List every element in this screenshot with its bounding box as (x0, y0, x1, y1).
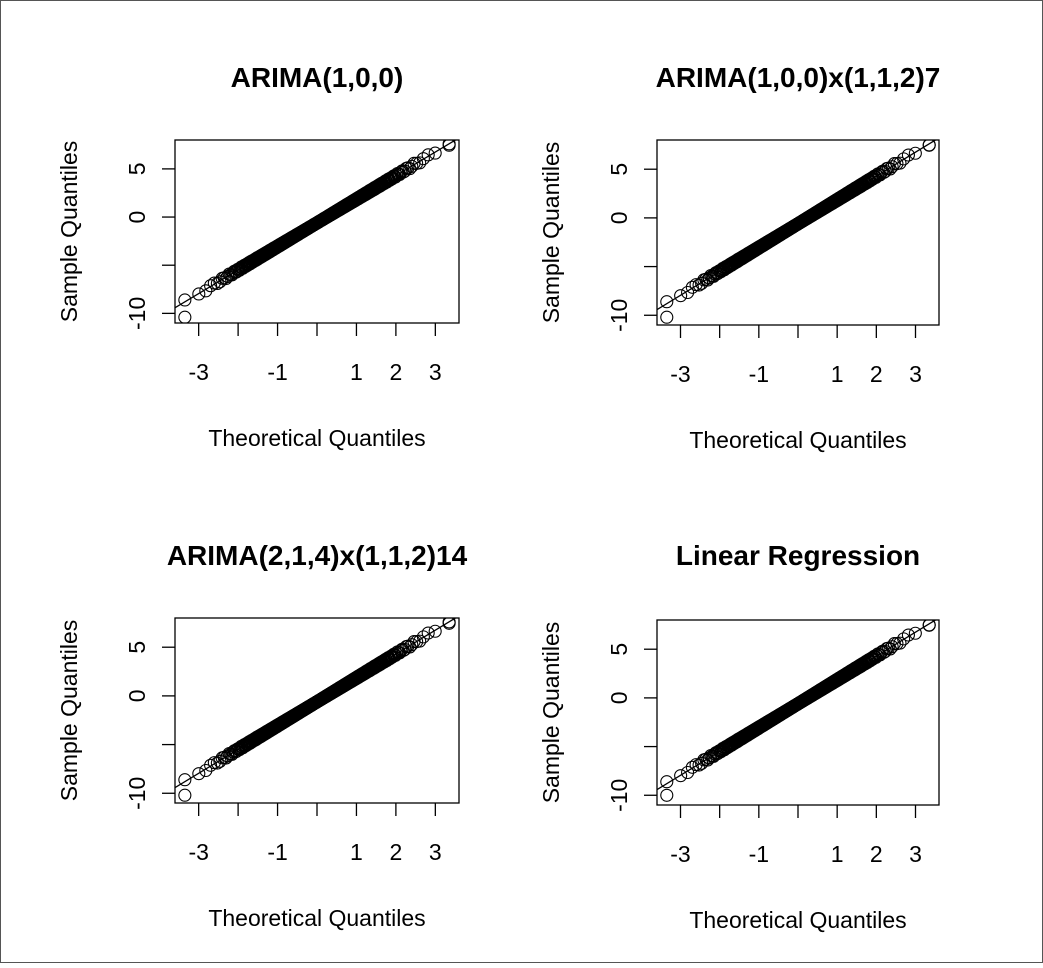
data-point (199, 763, 213, 778)
data-point (413, 156, 427, 170)
x-tick-label: 3 (429, 839, 442, 865)
data-point (685, 280, 699, 294)
y-tick-label: -10 (606, 299, 632, 332)
x-axis-label: Theoretical Quantiles (689, 427, 906, 453)
x-tick-label: -3 (670, 361, 690, 387)
data-point (192, 767, 206, 781)
x-tick-label: 2 (870, 841, 883, 867)
x-tick-label: -1 (749, 361, 769, 387)
qq-panel-1: ARIMA(1,0,0) -3 -1 1 2 3 -10 0 5 Theoretical Quan… (56, 62, 460, 451)
x-tick-label: 2 (870, 361, 883, 387)
chart-title: ARIMA(1,0,0) (231, 62, 404, 93)
y-axis-label: Sample Quantiles (538, 622, 564, 804)
data-point-extreme (660, 788, 674, 802)
data-point (204, 279, 218, 293)
data-point-extreme (922, 140, 936, 152)
y-tick-label: -10 (606, 779, 632, 812)
x-tick-label: -1 (749, 841, 769, 867)
x-tick-label: -1 (267, 359, 287, 385)
data-point-extreme (178, 788, 192, 802)
data-point (192, 287, 206, 301)
x-axis-label: Theoretical Quantiles (689, 907, 906, 933)
data-point (199, 284, 213, 298)
data-point (178, 293, 192, 307)
data-point (674, 769, 688, 783)
data-point (428, 624, 442, 638)
x-tick-label: 3 (909, 841, 922, 867)
x-tick-label: -3 (188, 839, 208, 865)
data-point (178, 773, 192, 787)
x-tick-label: 1 (831, 841, 844, 867)
x-axis-label: Theoretical Quantiles (208, 905, 425, 931)
y-tick-label: -10 (124, 297, 150, 330)
data-point (660, 295, 674, 309)
x-tick-label: 2 (389, 839, 402, 865)
x-tick-label: -1 (267, 839, 287, 865)
data-point-extreme (442, 618, 456, 629)
x-tick-label: 2 (389, 359, 402, 385)
data-point-extreme (178, 310, 192, 323)
data-point-extreme (660, 310, 674, 324)
data-point (685, 760, 699, 774)
data-point (660, 775, 674, 789)
y-axis-label: Sample Quantiles (56, 620, 82, 802)
plot-area (175, 140, 457, 323)
data-point (416, 630, 430, 644)
x-axis-label: Theoretical Quantiles (208, 425, 425, 451)
plot-area (657, 140, 937, 324)
data-point (897, 632, 911, 646)
data-point (421, 148, 435, 162)
data-point (893, 636, 907, 650)
chart-title: ARIMA(1,0,0)x(1,1,2)7 (656, 62, 941, 93)
x-tick-label: 1 (350, 359, 363, 385)
data-point (421, 626, 435, 640)
x-tick-label: -3 (670, 841, 690, 867)
data-point-extreme (922, 620, 936, 632)
y-tick-label: -10 (124, 777, 150, 810)
data-point (901, 628, 915, 642)
data-point (897, 152, 911, 166)
data-point (901, 148, 915, 162)
data-point-extreme (442, 140, 456, 151)
x-tick-label: 1 (831, 361, 844, 387)
y-tick-label: 5 (124, 641, 150, 654)
y-tick-label: 0 (606, 691, 632, 704)
data-point (908, 626, 922, 640)
qq-panel-4: Linear Regression -3 -1 1 2 3 -10 0 5 Theoretical… (538, 540, 940, 933)
data-point (681, 285, 695, 300)
y-axis-label: Sample Quantiles (56, 141, 82, 323)
qq-panel-3: ARIMA(2,1,4)x(1,1,2)14 -3 -1 1 2 3 -10 0 5 Theore… (56, 540, 468, 931)
data-point (681, 765, 695, 780)
data-point (908, 146, 922, 160)
chart-title: ARIMA(2,1,4)x(1,1,2)14 (167, 540, 468, 571)
data-point (413, 634, 427, 648)
qq-panel-2: ARIMA(1,0,0)x(1,1,2)7 -3 -1 1 2 3 -10 0 5 Theoret… (538, 62, 941, 453)
x-tick-label: 1 (350, 839, 363, 865)
x-tick-label: 3 (429, 359, 442, 385)
plot-area (657, 620, 937, 802)
x-tick-label: 3 (909, 361, 922, 387)
y-tick-label: 5 (124, 162, 150, 175)
y-axis-label: Sample Quantiles (538, 142, 564, 324)
data-point (204, 758, 218, 772)
y-tick-label: 0 (124, 211, 150, 224)
y-tick-label: 0 (606, 211, 632, 224)
data-point (416, 152, 430, 166)
x-tick-label: -3 (188, 359, 208, 385)
plot-area (175, 618, 457, 802)
y-tick-label: 0 (124, 689, 150, 702)
data-point (428, 146, 442, 160)
chart-title: Linear Regression (676, 540, 920, 571)
data-point (674, 289, 688, 303)
y-tick-label: 5 (606, 643, 632, 656)
data-point (893, 156, 907, 170)
y-tick-label: 5 (606, 163, 632, 176)
